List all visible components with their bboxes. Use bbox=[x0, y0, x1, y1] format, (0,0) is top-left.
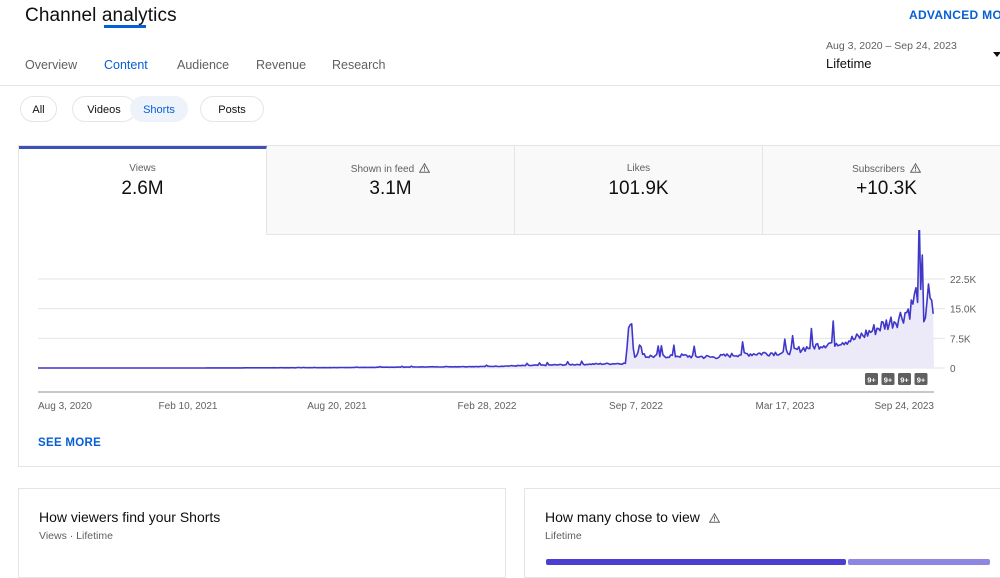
annotation-badge-label: 9+ bbox=[917, 376, 926, 385]
metric-value: 3.1M bbox=[369, 178, 412, 199]
series-area bbox=[38, 230, 934, 368]
warning-icon bbox=[419, 163, 431, 173]
metric-label: Views bbox=[129, 163, 156, 174]
chevron-down-icon bbox=[993, 52, 1000, 57]
tab-audience[interactable]: Audience bbox=[177, 58, 230, 72]
chip-all[interactable]: All bbox=[20, 96, 57, 122]
x-tick-label: Sep 24, 2023 bbox=[875, 401, 935, 412]
see-more-link[interactable]: SEE MORE bbox=[38, 437, 102, 449]
card-traffic-sources: How viewers find your Shorts Views · Lif… bbox=[18, 488, 506, 578]
y-tick-label: 15.0K bbox=[950, 305, 976, 316]
page-title: Channel analytics bbox=[25, 5, 177, 26]
x-tick-label: Aug 20, 2021 bbox=[307, 401, 367, 412]
y-tick-label: 0 bbox=[950, 364, 956, 375]
tab-revenue[interactable]: Revenue bbox=[256, 58, 307, 72]
card-title-row: How many chose to view bbox=[545, 509, 720, 525]
series-line bbox=[38, 230, 934, 369]
metric-label: Shown in feed bbox=[350, 164, 415, 175]
x-tick-label: Feb 10, 2021 bbox=[159, 401, 218, 412]
metric-value: 2.6M bbox=[121, 178, 164, 199]
metric-label-row: Subscribers bbox=[763, 163, 1000, 175]
swiped-away-bar bbox=[848, 559, 990, 565]
annotation-badge bbox=[914, 373, 928, 385]
warning-icon bbox=[708, 513, 720, 523]
metric-value: +10.3K bbox=[856, 178, 917, 199]
x-tick-label: Sep 7, 2022 bbox=[609, 401, 663, 412]
chip-posts[interactable]: Posts bbox=[200, 96, 264, 122]
date-range-text: Aug 3, 2020 – Sep 24, 2023 bbox=[826, 40, 957, 52]
card-subtitle: Views · Lifetime bbox=[39, 530, 113, 542]
metric-label-row: Shown in feed bbox=[267, 163, 514, 175]
x-tick-label: Aug 3, 2020 bbox=[38, 401, 92, 412]
chose-to-view-bar bbox=[546, 559, 846, 565]
header-divider bbox=[0, 85, 1000, 86]
date-range-selected: Lifetime bbox=[826, 56, 872, 71]
metric-tab-subscribers[interactable]: Subscribers +10.3K bbox=[763, 146, 1000, 235]
tab-research[interactable]: Research bbox=[332, 58, 386, 72]
annotation-badge-label: 9+ bbox=[867, 376, 876, 385]
card-chose-to-view: How many chose to view Lifetime bbox=[524, 488, 1000, 578]
annotation-badge bbox=[865, 373, 878, 385]
annotation-badge-label: 9+ bbox=[884, 376, 893, 385]
chip-videos[interactable]: Videos bbox=[72, 96, 136, 122]
metric-label: Subscribers bbox=[852, 164, 905, 175]
tab-overview[interactable]: Overview bbox=[25, 58, 78, 72]
tab-content[interactable]: Content bbox=[104, 58, 148, 72]
card-subtitle: Lifetime bbox=[545, 530, 582, 542]
views-line-chart[interactable]: 22.5K 15.0K 7.5K 0 9+ 9+ 9+ 9+ Aug 3, 2020 Feb 10… bbox=[0, 230, 1000, 420]
metric-label: Likes bbox=[626, 163, 651, 174]
card-title: How viewers find your Shorts bbox=[39, 509, 221, 525]
chip-shorts[interactable]: Shorts bbox=[130, 96, 188, 122]
metrics-chart-card: Views 2.6M Shown in feed 3.1M Likes 101.… bbox=[18, 145, 1000, 467]
card-title: How many chose to view bbox=[545, 509, 700, 525]
metric-tab-views[interactable]: Views 2.6M bbox=[19, 146, 267, 235]
advanced-mode-button[interactable]: ADVANCED MODE bbox=[909, 8, 1000, 22]
annotation-badge-label: 9+ bbox=[900, 376, 909, 385]
metric-tab-likes[interactable]: Likes 101.9K bbox=[515, 146, 763, 235]
annotation-badge bbox=[898, 373, 911, 385]
metric-value: 101.9K bbox=[608, 178, 669, 199]
y-tick-label: 22.5K bbox=[950, 275, 976, 286]
metric-tab-shown-in-feed[interactable]: Shown in feed 3.1M bbox=[267, 146, 515, 235]
warning-icon bbox=[909, 163, 921, 173]
x-tick-label: Mar 17, 2023 bbox=[756, 401, 815, 412]
annotation-badge bbox=[881, 373, 895, 385]
y-tick-label: 7.5K bbox=[950, 334, 971, 345]
active-tab-indicator bbox=[104, 25, 146, 28]
x-tick-label: Feb 28, 2022 bbox=[458, 401, 517, 412]
